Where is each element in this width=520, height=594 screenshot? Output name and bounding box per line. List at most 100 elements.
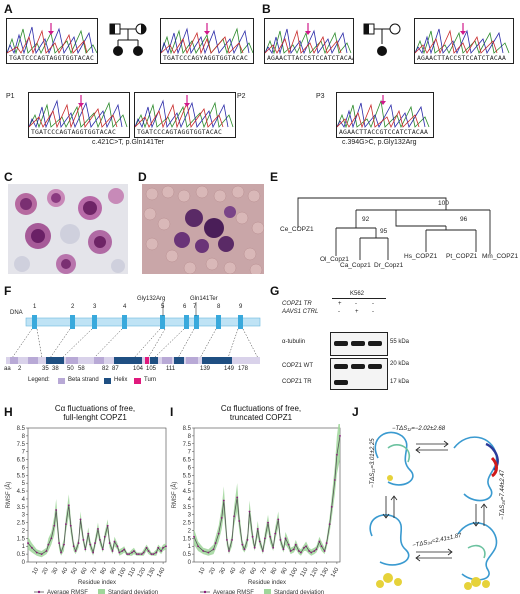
x-tick-label: 90 — [280, 566, 289, 575]
data-point — [305, 545, 307, 548]
row-label: AAVS1 CTRL — [282, 309, 319, 315]
data-point — [303, 546, 305, 549]
data-point — [69, 524, 72, 527]
data-point — [336, 453, 338, 456]
y-tick-label: 3.5 — [17, 505, 26, 511]
data-point — [77, 542, 80, 544]
data-point — [157, 546, 160, 549]
aa-tick: 50 — [67, 366, 74, 372]
aa-tick: 58 — [78, 366, 85, 372]
data-point — [193, 535, 195, 538]
panel-label-h: H — [4, 405, 13, 419]
data-point — [222, 499, 225, 502]
legend-sd: Standard deviation — [274, 590, 324, 594]
lane-sign: + — [355, 309, 359, 315]
aa-tick: 87 — [112, 366, 119, 372]
data-point — [160, 550, 163, 552]
x-tick-label: 70 — [260, 566, 269, 575]
structure-cycle-diagram — [369, 431, 499, 590]
data-point — [84, 548, 87, 551]
data-point — [318, 540, 321, 543]
data-point — [111, 550, 114, 552]
y-tick-label: 3.5 — [183, 505, 192, 511]
sd-band — [28, 494, 166, 558]
data-point — [47, 543, 50, 546]
blot-copz1 — [330, 358, 388, 390]
x-tick-label: 70 — [90, 566, 99, 575]
data-point — [320, 545, 323, 548]
x-axis-label: Residue index — [78, 580, 116, 586]
data-point — [272, 546, 275, 549]
tree-leaf: Ce_COPZ1 — [280, 226, 314, 233]
y-tick-label: 2 — [188, 528, 192, 534]
y-tick-label: 8 — [188, 434, 192, 440]
data-point — [92, 551, 95, 554]
variant-label-right: Gln141Ter — [190, 296, 218, 302]
rmsf-chart-full-length: 0 0.5 1 1.5 22.5 3 3.5 4 4.5 5 5.5 66.5 7 7.5 8 8.5 10 20… — [5, 426, 167, 594]
chromatogram-a-father: TGATCCCAGTAGGTGGTACAC — [6, 18, 98, 64]
lane-sign: - — [355, 301, 357, 307]
data-point — [253, 546, 256, 549]
data-point — [258, 540, 261, 543]
data-point — [82, 539, 85, 541]
data-point — [313, 550, 316, 552]
chromatogram-peaks — [337, 95, 430, 129]
data-point — [264, 537, 266, 540]
data-point — [55, 509, 58, 511]
band-label: COPZ1 TR — [282, 379, 312, 385]
chromatogram-peaks — [161, 23, 253, 55]
aa-tick: 111 — [166, 366, 176, 372]
y-tick-label: 0 — [188, 560, 192, 566]
y-tick-label: 4.5 — [183, 489, 192, 495]
aa-tick: 2 — [18, 366, 22, 372]
x-tick-label: 130 — [320, 566, 331, 578]
tree-leaf: Ca_Copz1 — [340, 262, 371, 269]
legend-swatch — [264, 589, 271, 594]
avg-line — [27, 505, 167, 555]
y-tick-label: 8 — [22, 434, 26, 440]
exon-number: 9 — [239, 304, 243, 310]
chromatogram-b-father: AGAACTTACCSTCCATCTACAA — [264, 18, 354, 64]
data-point — [101, 548, 104, 551]
protein-domains — [6, 357, 260, 364]
cell-line-label: K562 — [350, 291, 365, 297]
y-tick-label: 2 — [22, 528, 26, 534]
x-tick-label: 10 — [32, 566, 41, 575]
x-axis-label: Residue index — [248, 580, 286, 586]
mw-label: 17 kDa — [390, 379, 410, 385]
data-point — [197, 545, 200, 548]
x-tick-label: 140 — [156, 566, 167, 578]
pedigree-b — [363, 23, 401, 56]
data-point — [315, 548, 318, 551]
data-point — [212, 548, 215, 551]
x-tick-label: 30 — [51, 566, 60, 575]
data-point — [325, 542, 328, 544]
data-point — [236, 496, 239, 499]
data-point — [292, 548, 295, 551]
data-point — [339, 434, 341, 437]
legend-marker — [37, 590, 41, 594]
data-point — [145, 546, 148, 549]
data-point — [294, 543, 297, 546]
chromatogram-p1: TGATCCCAGTAGGTGGTACAC — [28, 92, 130, 138]
data-point — [267, 521, 269, 524]
data-point — [67, 504, 70, 507]
legend-marker — [203, 590, 207, 594]
chromatogram-peaks — [29, 95, 128, 129]
legend-beta: Beta strand — [68, 377, 99, 383]
data-point — [226, 539, 228, 541]
divider — [332, 298, 386, 299]
tree-leaf: Ol_Copz1 — [320, 256, 349, 263]
gene-structure — [11, 302, 261, 359]
data-point — [233, 515, 235, 518]
data-point — [118, 551, 121, 554]
tree-leaf: Dr_Copz1 — [374, 262, 404, 269]
sequence: TGATCCCAGTAGGTGGTACAC — [137, 128, 222, 136]
legend-helix: Helix — [114, 377, 128, 383]
bootstrap-value: 100 — [438, 200, 449, 207]
bootstrap-value: 95 — [380, 228, 388, 235]
aa-tick: 38 — [52, 366, 59, 372]
blot-alpha-tubulin — [330, 332, 388, 356]
data-point — [246, 539, 249, 541]
data-point — [277, 518, 280, 521]
